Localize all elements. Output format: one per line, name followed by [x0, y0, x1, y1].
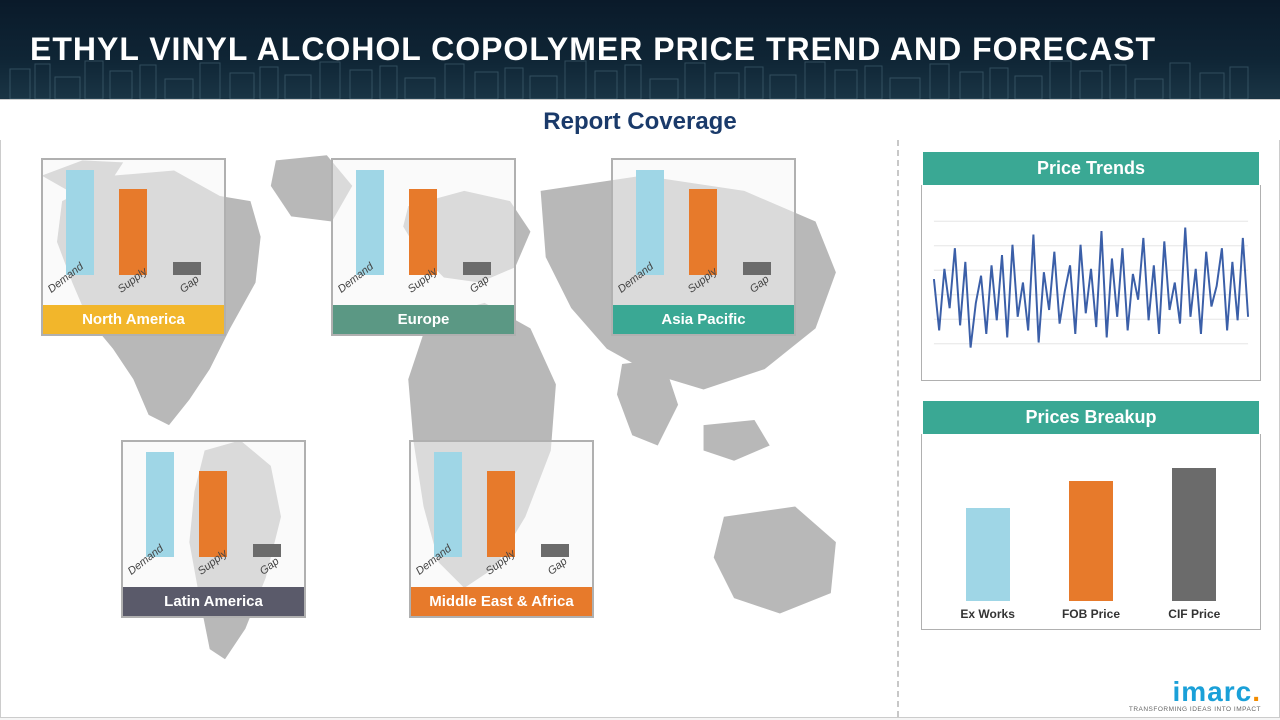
price-trends-card: Price Trends [921, 150, 1261, 381]
prices-breakup-title: Prices Breakup [921, 399, 1261, 434]
breakup-column: FOB Price [1040, 481, 1142, 621]
logo-tagline: TRANSFORMING IDEAS INTO IMPACT [1129, 706, 1261, 713]
bar-label: Gap [748, 273, 783, 309]
bar [199, 471, 227, 557]
breakup-bar [1069, 481, 1113, 601]
region-card: DemandSupplyGapAsia Pacific [611, 158, 796, 336]
brand-logo: imarc. TRANSFORMING IDEAS INTO IMPACT [1129, 678, 1261, 713]
bar-label: Gap [178, 273, 213, 309]
bar [743, 262, 771, 275]
bar-label: Gap [468, 273, 503, 309]
region-card: DemandSupplyGapEurope [331, 158, 516, 336]
region-card: DemandSupplyGapLatin America [121, 440, 306, 618]
region-bar-chart: DemandSupplyGap [613, 160, 794, 305]
breakup-column: Ex Works [937, 508, 1039, 621]
region-bar-chart: DemandSupplyGap [123, 442, 304, 587]
breakup-bar [966, 508, 1010, 601]
region-bar-chart: DemandSupplyGap [333, 160, 514, 305]
bar [409, 189, 437, 275]
bar [434, 452, 462, 557]
bar [66, 170, 94, 275]
region-card: DemandSupplyGapMiddle East & Africa [409, 440, 594, 618]
bar [173, 262, 201, 275]
prices-breakup-chart: Ex Works FOB Price CIF Price [922, 434, 1260, 629]
prices-breakup-card: Prices Breakup Ex Works FOB Price CIF Pric… [921, 399, 1261, 630]
breakup-label: Ex Works [960, 607, 1014, 621]
breakup-label: CIF Price [1168, 607, 1220, 621]
bar [119, 189, 147, 275]
bar [689, 189, 717, 275]
header-banner: ETHYL VINYL ALCOHOL COPOLYMER PRICE TREN… [0, 0, 1280, 100]
section-title: Report Coverage [0, 100, 1280, 140]
map-panel: DemandSupplyGapNorth AmericaDemandSupply… [1, 140, 899, 717]
bar-label: Gap [546, 555, 581, 591]
content-area: DemandSupplyGapNorth AmericaDemandSupply… [0, 140, 1280, 718]
breakup-column: CIF Price [1143, 468, 1245, 621]
bar [463, 262, 491, 275]
side-panel: Price Trends Prices Breakup Ex Works FOB … [899, 140, 1279, 717]
breakup-bar [1172, 468, 1216, 601]
bar [356, 170, 384, 275]
bar-label: Gap [258, 555, 293, 591]
region-card: DemandSupplyGapNorth America [41, 158, 226, 336]
bar [487, 471, 515, 557]
logo-text: imarc. [1129, 678, 1261, 706]
price-trends-chart [922, 185, 1260, 380]
logo-dot-icon: . [1252, 676, 1261, 707]
price-trends-title: Price Trends [921, 150, 1261, 185]
bar [253, 544, 281, 557]
bar [146, 452, 174, 557]
region-bar-chart: DemandSupplyGap [43, 160, 224, 305]
region-bar-chart: DemandSupplyGap [411, 442, 592, 587]
page-title: ETHYL VINYL ALCOHOL COPOLYMER PRICE TREN… [30, 31, 1156, 68]
breakup-label: FOB Price [1062, 607, 1120, 621]
bar [541, 544, 569, 557]
bar [636, 170, 664, 275]
